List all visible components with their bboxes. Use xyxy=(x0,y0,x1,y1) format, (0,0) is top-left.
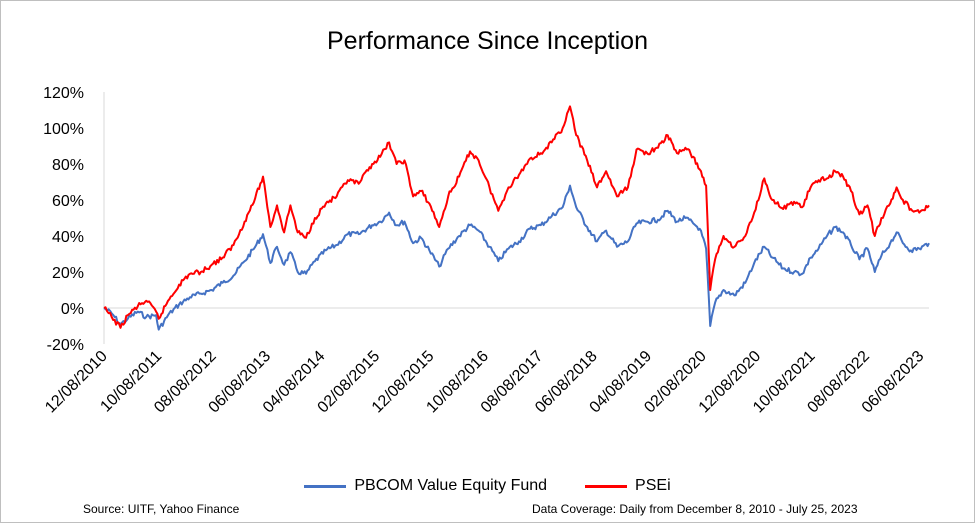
y-tick-label: 60% xyxy=(52,193,84,210)
y-tick-label: 80% xyxy=(52,157,84,174)
series-line-fund xyxy=(103,184,930,331)
legend-item-fund: PBCOM Value Equity Fund xyxy=(304,477,547,495)
chart-title: Performance Since Inception xyxy=(326,27,648,55)
series-line-psei xyxy=(103,105,930,329)
y-tick-label: -20% xyxy=(47,337,84,354)
source-note: Source: UITF, Yahoo Finance xyxy=(83,502,240,516)
y-tick-label: 40% xyxy=(52,229,84,246)
y-tick-label: 20% xyxy=(52,265,84,282)
x-axis: 12/08/201010/08/201108/08/201206/08/2013… xyxy=(42,348,927,417)
legend-item-psei: PSEi xyxy=(585,477,671,495)
legend: PBCOM Value Equity Fund PSEi xyxy=(1,477,974,495)
y-tick-label: 120% xyxy=(43,85,84,102)
coverage-note: Data Coverage: Daily from December 8, 20… xyxy=(532,502,858,516)
y-tick-label: 0% xyxy=(61,301,84,318)
legend-label-fund: PBCOM Value Equity Fund xyxy=(354,477,548,494)
legend-swatch-psei xyxy=(585,484,628,488)
series-layer xyxy=(103,105,930,331)
axis-lines xyxy=(103,92,929,344)
y-axis: -20% 0% 20% 40% 60% 80% 100% 120% xyxy=(43,85,84,354)
legend-swatch-fund xyxy=(304,484,347,488)
legend-label-psei: PSEi xyxy=(635,477,671,494)
y-tick-label: 100% xyxy=(43,121,84,138)
